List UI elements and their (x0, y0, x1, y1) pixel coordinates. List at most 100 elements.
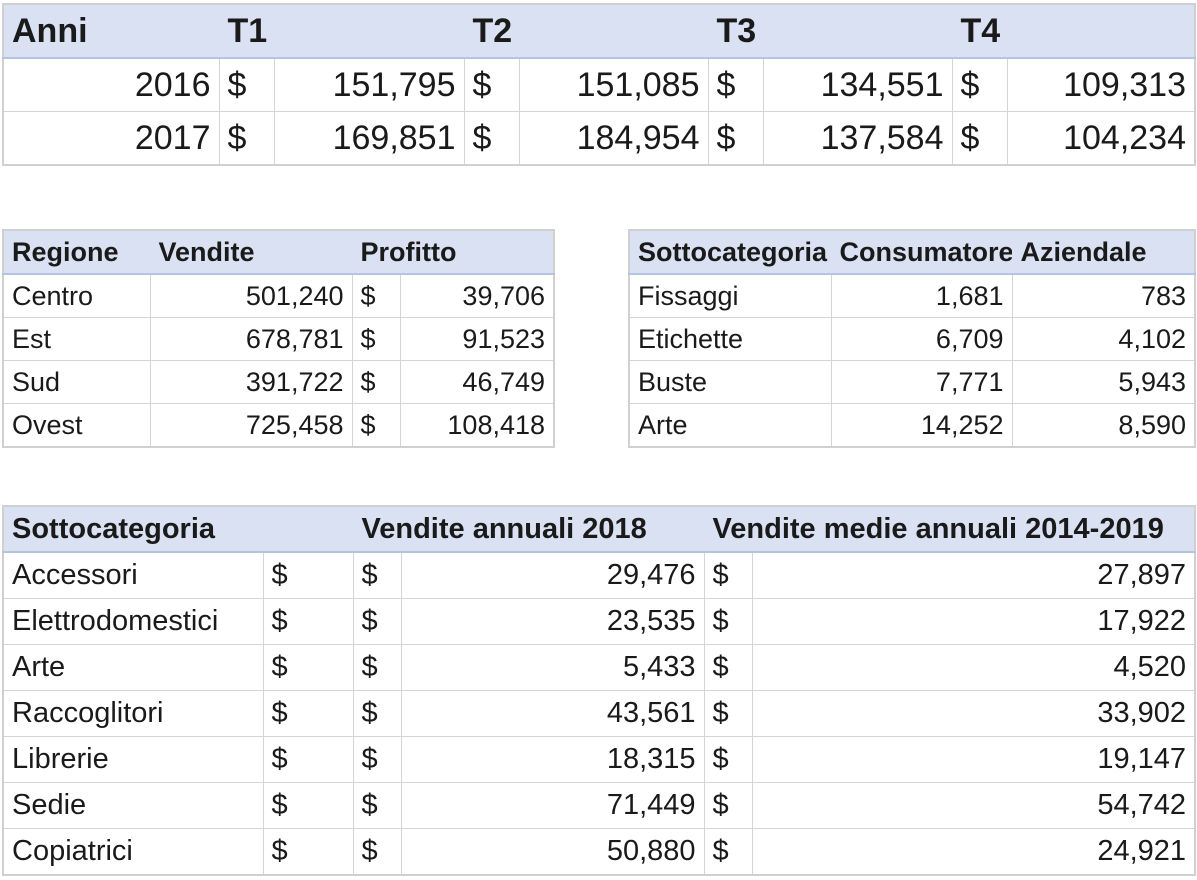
table-row: Ovest 725,458 $ 108,418 (2, 403, 555, 448)
subcategory-cell: Copiatrici (2, 828, 264, 876)
column-header: Regione (2, 229, 151, 275)
table-header-row: Anni T1 T2 T3 T4 (2, 3, 1196, 59)
currency-symbol: $ (703, 736, 753, 783)
currency-symbol: $ (262, 828, 354, 876)
sales-2018-cell: 50,880 (400, 828, 705, 876)
column-header: T4 (951, 3, 1196, 59)
table-row: 2016 $ 151,795 $ 151,085 $ 134,551 $ 109… (2, 57, 1196, 112)
avg-sales-cell: 24,921 (751, 828, 1196, 876)
subcategory-cell: Accessori (2, 551, 264, 599)
corporate-cell: 8,590 (1011, 403, 1196, 448)
column-header: Anni (2, 3, 220, 59)
avg-sales-cell: 19,147 (751, 736, 1196, 783)
region-cell: Centro (2, 273, 151, 318)
currency-symbol: $ (352, 690, 402, 737)
consumer-cell: 7,771 (830, 360, 1013, 404)
sales-2018-cell: 18,315 (400, 736, 705, 783)
value-cell: 104,234 (1006, 111, 1196, 166)
value-cell: 134,551 (762, 57, 953, 112)
subcategory-cell: Arte (628, 403, 832, 448)
column-header: T2 (463, 3, 709, 59)
table-header-row: Sottocategoria Consumatore Aziendale (628, 229, 1196, 275)
region-cell: Sud (2, 360, 151, 404)
currency-symbol: $ (951, 111, 1008, 166)
subcategory-cell: Arte (2, 644, 264, 691)
annual-sales-table: Sottocategoria Vendite annuali 2018 Vend… (2, 505, 1197, 876)
currency-symbol: $ (262, 644, 354, 691)
currency-symbol: $ (703, 828, 753, 876)
avg-sales-cell: 27,897 (751, 551, 1196, 599)
currency-symbol: $ (703, 690, 753, 737)
profit-cell: 91,523 (399, 317, 555, 361)
currency-symbol: $ (351, 273, 401, 318)
sales-cell: 391,722 (149, 360, 353, 404)
column-header: Sottocategoria (2, 505, 354, 553)
avg-sales-cell: 33,902 (751, 690, 1196, 737)
column-header: Vendite (149, 229, 353, 275)
corporate-cell: 4,102 (1011, 317, 1196, 361)
avg-sales-cell: 17,922 (751, 598, 1196, 645)
sales-cell: 678,781 (149, 317, 353, 361)
column-header: Profitto (351, 229, 555, 275)
subcategory-cell: Elettrodomestici (2, 598, 264, 645)
currency-symbol: $ (951, 57, 1008, 112)
currency-symbol: $ (262, 782, 354, 829)
currency-symbol: $ (262, 598, 354, 645)
profit-cell: 108,418 (399, 403, 555, 448)
corporate-cell: 5,943 (1011, 360, 1196, 404)
subcategory-cell: Librerie (2, 736, 264, 783)
subcategory-cell: Sedie (2, 782, 264, 829)
table-row: Buste 7,771 5,943 (628, 360, 1196, 404)
table-row: Accessori $ $ 29,476 $ 27,897 (2, 551, 1196, 599)
table-row: 2017 $ 169,851 $ 184,954 $ 137,584 $ 104… (2, 111, 1196, 166)
column-header: Consumatore (830, 229, 1013, 275)
currency-symbol: $ (352, 782, 402, 829)
sales-2018-cell: 5,433 (400, 644, 705, 691)
currency-symbol: $ (352, 551, 402, 599)
column-header: T3 (707, 3, 953, 59)
currency-symbol: $ (352, 598, 402, 645)
year-cell: 2016 (2, 57, 220, 112)
consumer-cell: 1,681 (830, 273, 1013, 318)
currency-symbol: $ (351, 360, 401, 404)
currency-symbol: $ (351, 403, 401, 448)
table-row: Est 678,781 $ 91,523 (2, 317, 555, 361)
table-row: Fissaggi 1,681 783 (628, 273, 1196, 318)
avg-sales-cell: 54,742 (751, 782, 1196, 829)
table-row: Elettrodomestici $ $ 23,535 $ 17,922 (2, 598, 1196, 645)
sales-cell: 725,458 (149, 403, 353, 448)
currency-symbol: $ (703, 551, 753, 599)
value-cell: 151,085 (518, 57, 709, 112)
table-row: Copiatrici $ $ 50,880 $ 24,921 (2, 828, 1196, 876)
column-header: Vendite annuali 2018 (352, 505, 705, 553)
column-header: Aziendale (1011, 229, 1196, 275)
table-row: Librerie $ $ 18,315 $ 19,147 (2, 736, 1196, 783)
table-header-row: Sottocategoria Vendite annuali 2018 Vend… (2, 505, 1196, 553)
currency-symbol: $ (703, 644, 753, 691)
currency-symbol: $ (352, 736, 402, 783)
subcategory-cell: Raccoglitori (2, 690, 264, 737)
currency-symbol: $ (703, 782, 753, 829)
currency-symbol: $ (262, 690, 354, 737)
subcategory-cell: Etichette (628, 317, 832, 361)
currency-symbol: $ (352, 644, 402, 691)
column-header: T1 (218, 3, 465, 59)
sales-2018-cell: 29,476 (400, 551, 705, 599)
currency-symbol: $ (463, 111, 520, 166)
consumer-cell: 14,252 (830, 403, 1013, 448)
currency-symbol: $ (262, 551, 354, 599)
value-cell: 109,313 (1006, 57, 1196, 112)
sales-2018-cell: 43,561 (400, 690, 705, 737)
subcategory-cell: Fissaggi (628, 273, 832, 318)
table-header-row: Regione Vendite Profitto (2, 229, 555, 275)
sales-cell: 501,240 (149, 273, 353, 318)
table-row: Sedie $ $ 71,449 $ 54,742 (2, 782, 1196, 829)
currency-symbol: $ (218, 111, 275, 166)
value-cell: 184,954 (518, 111, 709, 166)
value-cell: 151,795 (273, 57, 465, 112)
region-cell: Ovest (2, 403, 151, 448)
region-cell: Est (2, 317, 151, 361)
currency-symbol: $ (707, 111, 764, 166)
column-header: Vendite medie annuali 2014-2019 (703, 505, 1196, 553)
table-row: Etichette 6,709 4,102 (628, 317, 1196, 361)
